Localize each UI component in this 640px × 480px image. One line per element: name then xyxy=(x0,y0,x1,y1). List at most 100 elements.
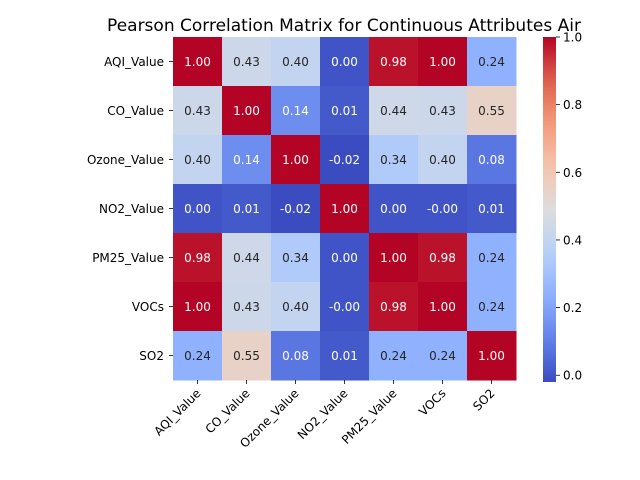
colorbar-tick-label: 1.0 xyxy=(563,31,582,45)
heatmap-cell xyxy=(173,184,223,234)
colorbar-tick-label: 0.4 xyxy=(563,233,582,247)
heatmap-cell xyxy=(222,331,272,381)
heatmap-cell xyxy=(467,233,517,283)
cell-value-label: 0.01 xyxy=(233,202,260,216)
heatmap-cell xyxy=(271,86,321,136)
x-tick-label: AQI_Value xyxy=(151,386,203,438)
cell-value-label: 1.00 xyxy=(380,251,407,265)
cell-value-label: 0.43 xyxy=(184,104,211,118)
colorbar-tick-label: 0.2 xyxy=(563,301,582,315)
cell-value-label: 1.00 xyxy=(233,104,260,118)
cell-value-label: 1.00 xyxy=(429,300,456,314)
cell-value-label: -0.02 xyxy=(329,153,360,167)
cell-value-label: 0.40 xyxy=(282,300,309,314)
cell-value-label: 1.00 xyxy=(478,349,505,363)
cell-value-label: 0.34 xyxy=(282,251,309,265)
cell-value-label: 0.01 xyxy=(478,202,505,216)
heatmap-cell xyxy=(418,86,468,136)
heatmap-cell xyxy=(320,135,370,185)
cell-value-label: 0.40 xyxy=(429,153,456,167)
heatmap-cell xyxy=(173,86,223,136)
heatmap-cell xyxy=(271,233,321,283)
cell-value-label: 0.40 xyxy=(282,55,309,69)
y-tick-label: SO2 xyxy=(139,349,164,363)
y-tick-label: CO_Value xyxy=(107,104,164,118)
cell-value-label: 0.24 xyxy=(184,349,211,363)
heatmap-cell xyxy=(173,233,223,283)
heatmap-cell xyxy=(271,184,321,234)
cell-value-label: 0.98 xyxy=(184,251,211,265)
heatmap-cell xyxy=(369,331,419,381)
heatmap-cell xyxy=(369,282,419,332)
cell-value-label: 0.00 xyxy=(380,202,407,216)
heatmap-cell xyxy=(271,135,321,185)
y-tick-label: Ozone_Value xyxy=(87,153,164,167)
x-tick-label: VOCs xyxy=(416,386,449,419)
cell-value-label: 0.24 xyxy=(380,349,407,363)
heatmap-cell xyxy=(418,135,468,185)
cell-value-label: 0.14 xyxy=(282,104,309,118)
y-tick-label: AQI_Value xyxy=(104,55,164,69)
heatmap-cell xyxy=(173,282,223,332)
heatmap-cell xyxy=(271,331,321,381)
cell-value-label: 0.98 xyxy=(380,300,407,314)
heatmap-cell xyxy=(320,37,370,87)
cell-value-label: 0.98 xyxy=(380,55,407,69)
cell-value-label: 1.00 xyxy=(429,55,456,69)
heatmap-cell xyxy=(369,86,419,136)
y-axis-tick-labels: AQI_Value CO_Value Ozone_Value NO2_Value PM2… xyxy=(87,55,173,363)
cell-value-label: 1.00 xyxy=(184,300,211,314)
cell-value-label: 0.24 xyxy=(478,55,505,69)
y-tick-label: PM25_Value xyxy=(92,251,164,265)
cell-value-label: 0.00 xyxy=(331,251,358,265)
heatmap-cell xyxy=(222,233,272,283)
heatmap-cell xyxy=(467,135,517,185)
heatmap-cell xyxy=(320,86,370,136)
heatmap-cell xyxy=(467,86,517,136)
colorbar: 0.0 0.2 0.4 0.6 0.8 1.0 xyxy=(543,31,582,383)
heatmap-cell xyxy=(222,37,272,87)
heatmap-cells: 1.00 0.43 0.40 0.00 0.98 1.00 0.24 0.43 1.00 0.14… xyxy=(173,37,517,381)
cell-value-label: 0.40 xyxy=(184,153,211,167)
cell-value-label: 0.24 xyxy=(478,251,505,265)
cell-value-label: 0.01 xyxy=(331,104,358,118)
x-tick-label: CO_Value xyxy=(203,386,253,436)
cell-value-label: 0.44 xyxy=(380,104,407,118)
heatmap-cell xyxy=(320,184,370,234)
heatmap-cell xyxy=(222,86,272,136)
colorbar-tick-label: 0.6 xyxy=(563,166,582,180)
heatmap-cell xyxy=(369,37,419,87)
cell-value-label: -0.00 xyxy=(329,300,360,314)
colorbar-gradient xyxy=(543,37,556,382)
cell-value-label: 0.24 xyxy=(429,349,456,363)
heatmap-cell xyxy=(418,184,468,234)
heatmap-cell xyxy=(418,282,468,332)
cell-value-label: -0.00 xyxy=(427,202,458,216)
cell-value-label: -0.02 xyxy=(280,202,311,216)
heatmap-cell xyxy=(320,282,370,332)
cell-value-label: 1.00 xyxy=(184,55,211,69)
heatmap-cell xyxy=(320,331,370,381)
cell-value-label: 0.00 xyxy=(331,55,358,69)
cell-value-label: 0.14 xyxy=(233,153,260,167)
cell-value-label: 0.98 xyxy=(429,251,456,265)
heatmap-cell xyxy=(222,135,272,185)
heatmap-cell xyxy=(467,184,517,234)
cell-value-label: 0.08 xyxy=(282,349,309,363)
heatmap-cell xyxy=(222,282,272,332)
y-tick-label: NO2_Value xyxy=(99,202,164,216)
heatmap-cell xyxy=(467,282,517,332)
colorbar-tick-label: 0.0 xyxy=(563,369,582,383)
cell-value-label: 0.01 xyxy=(331,349,358,363)
cell-value-label: 1.00 xyxy=(282,153,309,167)
cell-value-label: 0.44 xyxy=(233,251,260,265)
heatmap-cell xyxy=(222,184,272,234)
cell-value-label: 0.55 xyxy=(233,349,260,363)
heatmap-cell xyxy=(418,37,468,87)
cell-value-label: 0.43 xyxy=(429,104,456,118)
heatmap-cell xyxy=(369,135,419,185)
heatmap-cell xyxy=(467,37,517,87)
heatmap-cell xyxy=(173,37,223,87)
cell-value-label: 0.34 xyxy=(380,153,407,167)
